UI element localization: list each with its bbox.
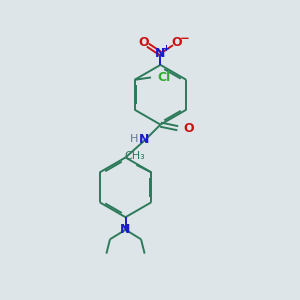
Text: CH₃: CH₃	[124, 151, 145, 161]
Text: Cl: Cl	[158, 71, 171, 84]
Text: N: N	[120, 223, 131, 236]
Text: N: N	[139, 133, 149, 146]
Text: −: −	[179, 32, 189, 45]
Text: O: O	[139, 36, 149, 49]
Text: O: O	[172, 36, 182, 49]
Text: H: H	[130, 134, 138, 144]
Text: N: N	[155, 47, 166, 60]
Text: O: O	[183, 122, 194, 135]
Text: +: +	[162, 44, 169, 53]
